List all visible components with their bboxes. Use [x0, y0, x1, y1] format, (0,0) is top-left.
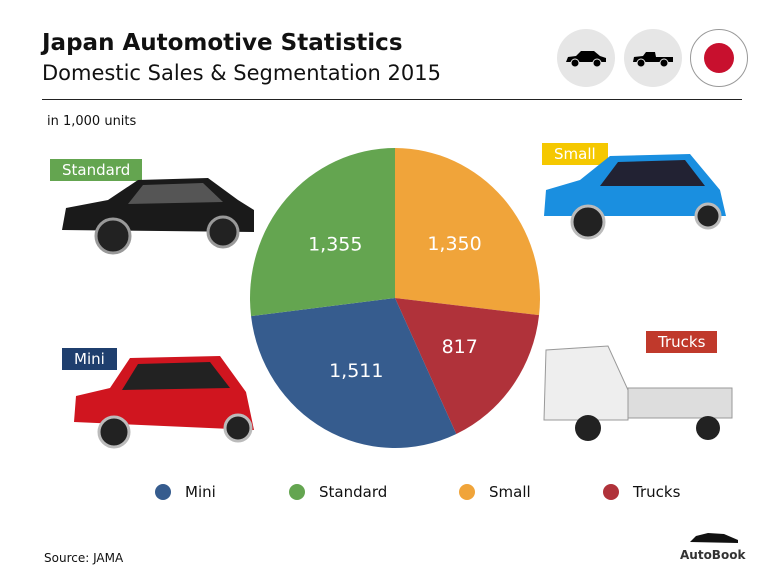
standard-car-image — [62, 178, 254, 255]
legend-label: Standard — [319, 483, 388, 501]
tag-small: Small — [542, 143, 608, 165]
autobook-logo-icon — [688, 530, 742, 550]
brand-name: AutoBook — [680, 548, 746, 562]
page-title: Japan Automotive Statistics — [42, 30, 403, 56]
data-label-standard: 1,355 — [308, 233, 362, 255]
divider — [42, 99, 742, 100]
truck-image — [543, 345, 733, 441]
data-label-trucks: 817 — [442, 336, 478, 358]
legend-item-small: Small — [459, 483, 531, 501]
tag-trucks: Trucks — [646, 331, 718, 353]
source-note: Source: JAMA — [44, 551, 124, 565]
pie-slice-standard — [250, 148, 395, 317]
tag-standard: Standard — [50, 159, 143, 181]
legend-item-standard: Standard — [289, 483, 387, 501]
legend-swatch — [459, 484, 475, 500]
legend-swatch — [155, 484, 171, 500]
legend-label: Small — [489, 483, 531, 501]
pie-slice-mini — [251, 298, 457, 448]
data-label-small: 1,350 — [427, 233, 481, 255]
legend-item-trucks: Trucks — [603, 483, 680, 501]
legend-item-mini: Mini — [155, 483, 216, 501]
pie-slice-small — [395, 148, 540, 316]
legend-swatch — [603, 484, 619, 500]
units-note: in 1,000 units — [47, 114, 137, 129]
japan-flag-icon — [690, 29, 748, 87]
sedan-icon — [557, 29, 615, 87]
legend-label: Mini — [185, 483, 216, 501]
mini-car-image — [74, 356, 254, 449]
legend-label: Trucks — [633, 483, 681, 501]
pie-slice-trucks — [395, 298, 540, 434]
legend-swatch — [289, 484, 305, 500]
small-car-image — [544, 154, 726, 240]
page-subtitle: Domestic Sales & Segmentation 2015 — [42, 61, 441, 85]
data-label-mini: 1,511 — [329, 360, 383, 382]
pickup-truck-icon — [624, 29, 682, 87]
tag-mini: Mini — [62, 348, 117, 370]
